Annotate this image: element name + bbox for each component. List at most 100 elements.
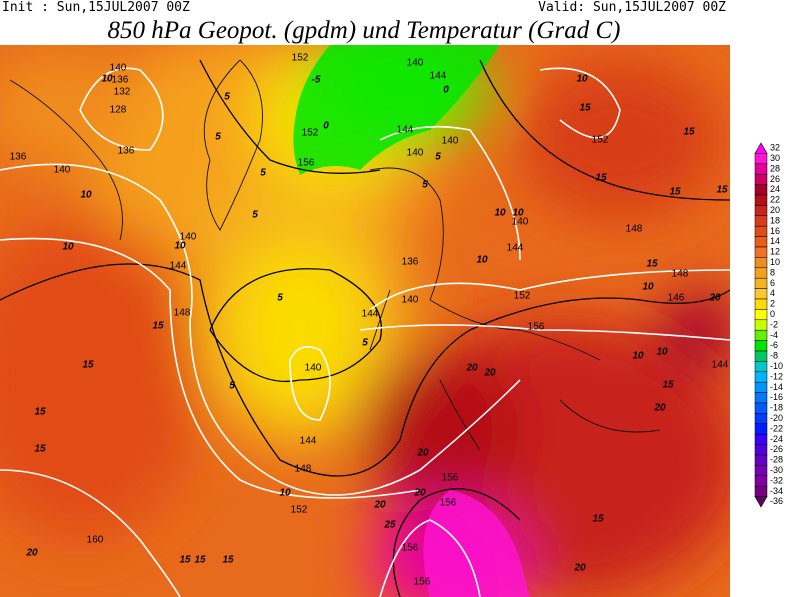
geopotential-label: 146 xyxy=(668,293,685,304)
colorbar-label: 28 xyxy=(770,163,780,173)
colorbar-box xyxy=(754,298,768,310)
temperature-label: 15 xyxy=(152,321,164,332)
temperature-label: 15 xyxy=(194,555,206,566)
colorbar-box xyxy=(754,246,768,258)
geopotential-label: 140 xyxy=(110,63,127,74)
colorbar-box xyxy=(754,173,768,185)
colorbar-box xyxy=(754,277,768,289)
temperature-label: 10 xyxy=(632,351,644,362)
temperature-label: 15 xyxy=(595,173,607,184)
colorbar-label: -10 xyxy=(770,361,783,371)
geopotential-label: 148 xyxy=(174,308,191,319)
temperature-label: 10 xyxy=(101,74,113,85)
temperature-label: 15 xyxy=(646,259,658,270)
geopotential-label: 152 xyxy=(291,505,308,516)
geopotential-label: 144 xyxy=(362,309,379,320)
colorbar-label: 4 xyxy=(770,288,775,298)
colorbar-box xyxy=(754,465,768,477)
temperature-label: 0 xyxy=(443,85,449,96)
colorbar-label: -24 xyxy=(770,434,783,444)
geopotential-label: 152 xyxy=(514,291,531,302)
init-time: Init : Sun,15JUL2007 00Z xyxy=(2,0,190,15)
colorbar-box xyxy=(754,267,768,279)
temperature-label: 5 xyxy=(215,132,221,143)
colorbar-label: -22 xyxy=(770,423,783,433)
temperature-label: 10 xyxy=(576,74,588,85)
temperature-label: -5 xyxy=(312,75,321,86)
title: 850 hPa Geopot. (gpdm) und Temperatur (G… xyxy=(108,17,621,44)
geopotential-label: 156 xyxy=(402,543,419,554)
geopotential-label: 148 xyxy=(295,464,312,475)
colorbar-label: 18 xyxy=(770,215,780,225)
geopotential-label: 140 xyxy=(442,136,459,147)
geopotential-label: 136 xyxy=(118,146,135,157)
colorbar-label: -34 xyxy=(770,486,783,496)
geopotential-label: 144 xyxy=(507,243,524,254)
temperature-label: 5 xyxy=(229,381,235,392)
colorbar-box xyxy=(754,340,768,352)
geopotential-contours xyxy=(0,67,730,597)
colorbar-label: 30 xyxy=(770,153,780,163)
colorbar-box xyxy=(754,319,768,331)
temperature-label: 15 xyxy=(222,555,234,566)
temperature-label: 5 xyxy=(224,92,230,103)
geopotential-label: 152 xyxy=(302,128,319,139)
colorbar-label: -14 xyxy=(770,382,783,392)
colorbar-box xyxy=(754,475,768,487)
colorbar-box xyxy=(754,153,768,165)
geopotential-label: 140 xyxy=(407,58,424,69)
colorbar-box xyxy=(754,454,768,466)
geopotential-label: 140 xyxy=(305,363,322,374)
temperature-label: 20 xyxy=(653,403,666,414)
temperature-label: 20 xyxy=(373,500,386,511)
colorbar-box xyxy=(754,215,768,227)
colorbar-box xyxy=(754,194,768,206)
geopotential-label: 140 xyxy=(407,148,424,159)
colorbar-label: -30 xyxy=(770,465,783,475)
geopotential-label: 140 xyxy=(512,217,529,228)
geopotential-label: 144 xyxy=(397,125,414,136)
geopotential-label: 156 xyxy=(440,498,457,509)
temperature-label: 15 xyxy=(669,187,681,198)
temperature-label: 20 xyxy=(465,363,478,374)
temperature-label: 20 xyxy=(25,548,38,559)
colorbar-label: 14 xyxy=(770,236,780,246)
colorbar-label: 12 xyxy=(770,247,780,257)
temperature-label: 10 xyxy=(80,190,92,201)
colorbar-label: -18 xyxy=(770,403,783,413)
colorbar-label: -26 xyxy=(770,444,783,454)
temperature-label: 15 xyxy=(592,514,604,525)
geopotential-label: 140 xyxy=(402,295,419,306)
colorbar-box xyxy=(754,433,768,445)
temperature-label: 20 xyxy=(483,368,496,379)
temperature-label: 5 xyxy=(435,152,441,163)
geopotential-label: 128 xyxy=(110,105,127,116)
colorbar-box xyxy=(754,236,768,248)
colorbar-label: -4 xyxy=(770,330,778,340)
colorbar-label: -28 xyxy=(770,455,783,465)
hot-region xyxy=(423,490,530,597)
temperature-label: 10 xyxy=(642,282,654,293)
colorbar-label: -16 xyxy=(770,392,783,402)
colorbar-box xyxy=(754,371,768,383)
temperature-label: 20 xyxy=(573,563,586,574)
colorbar-box xyxy=(754,381,768,393)
colorbar: 32302826242220181614121086420-2-4-6-8-10… xyxy=(754,142,783,508)
temperature-label: 15 xyxy=(579,103,591,114)
geopotential-label: 140 xyxy=(54,165,71,176)
colorbar-box xyxy=(754,392,768,404)
geopotential-label: 144 xyxy=(712,360,729,371)
temperature-label: 5 xyxy=(252,210,258,221)
geopotential-label: 148 xyxy=(672,269,689,280)
colorbar-arrow xyxy=(754,142,768,154)
geopotential-label: 160 xyxy=(87,535,104,546)
temperature-label: 10 xyxy=(512,208,524,219)
colorbar-box xyxy=(754,350,768,362)
colorbar-box xyxy=(754,402,768,414)
geopotential-label: 132 xyxy=(114,87,131,98)
colorbar-label: 24 xyxy=(770,184,780,194)
colorbar-label: 8 xyxy=(770,267,775,277)
colorbar-label: 22 xyxy=(770,195,780,205)
